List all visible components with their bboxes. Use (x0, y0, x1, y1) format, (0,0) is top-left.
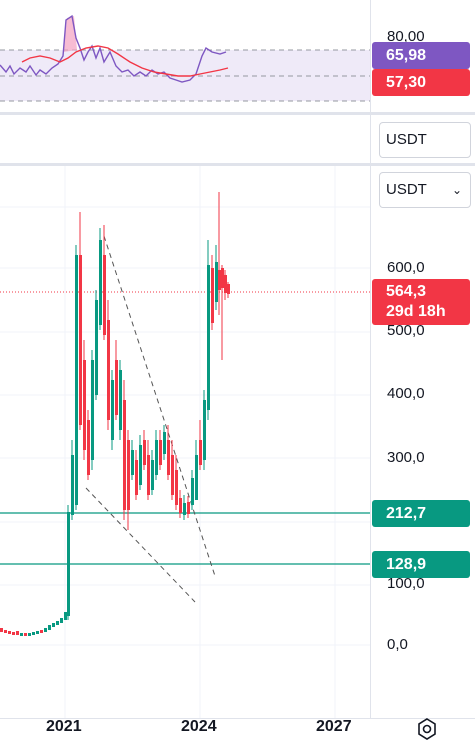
rsi-value-badge: 65,98 (372, 42, 470, 69)
rsi-axis-label-upper: 80,00 (387, 28, 425, 45)
gear-icon[interactable] (414, 716, 440, 742)
current-price-value: 564,3 (386, 283, 427, 300)
rsi-ma-value-badge: 57,30 (372, 69, 470, 96)
time-axis-label: 2024 (181, 718, 217, 735)
rsi-line (0, 14, 227, 83)
price-axis-label: 0,0 (387, 636, 408, 653)
level-badge-lower[interactable]: 128,9 (372, 551, 470, 578)
candles-main (67, 192, 230, 620)
price-axis-border (370, 0, 371, 718)
time-axis-label: 2021 (46, 718, 82, 735)
time-axis-border (0, 718, 475, 719)
candles-early (0, 612, 67, 636)
price-axis-label: 600,0 (387, 259, 425, 276)
chevron-down-icon: ⌄ (451, 183, 462, 197)
trendline-upper (103, 235, 216, 577)
price-axis-label: 300,0 (387, 449, 425, 466)
price-axis-label: 100,0 (387, 575, 425, 592)
bar-countdown: 29d 18h (386, 303, 446, 320)
time-axis-label: 2027 (316, 718, 352, 735)
volume-currency-label[interactable]: USDT (379, 122, 471, 158)
price-axis-label: 400,0 (387, 385, 425, 402)
level-badge-upper[interactable]: 212,7 (372, 500, 470, 527)
price-axis-label: 500,0 (387, 322, 425, 339)
currency-select[interactable]: USDT ⌄ (379, 172, 471, 208)
rsi-ma-line (21, 45, 229, 77)
pane-separator-volume[interactable] (0, 163, 475, 166)
current-price-badge: 564,3 29d 18h (372, 279, 470, 325)
currency-select-value: USDT (386, 181, 427, 198)
pane-separator-rsi[interactable] (0, 112, 475, 115)
